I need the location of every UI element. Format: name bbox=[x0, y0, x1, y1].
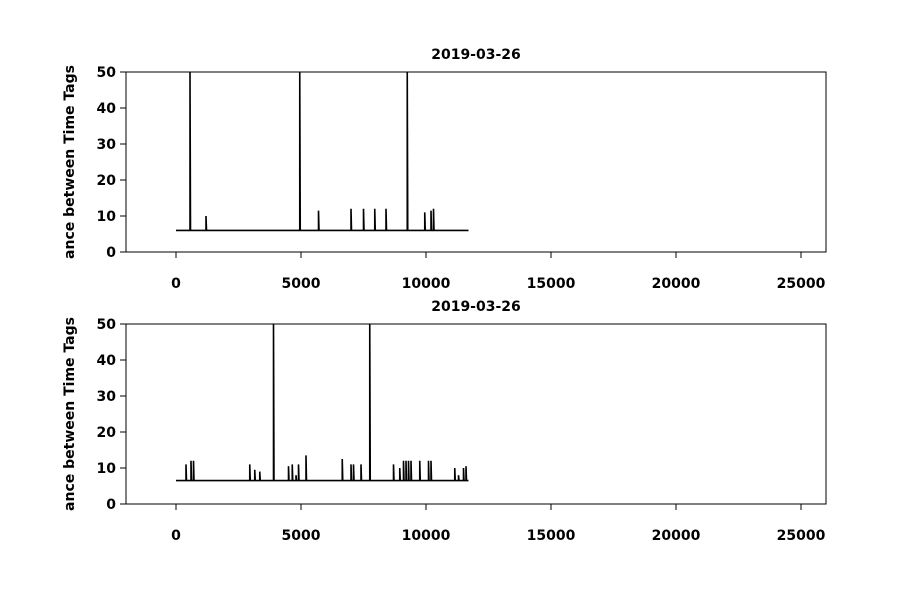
y-tick-label: 10 bbox=[97, 461, 117, 477]
y-tick-label: 10 bbox=[97, 209, 117, 225]
x-tick-label: 20000 bbox=[652, 528, 701, 544]
y-tick-label: 0 bbox=[106, 245, 116, 261]
plot-frame bbox=[125, 71, 827, 253]
x-tick-label: 0 bbox=[171, 276, 181, 292]
x-tick-label: 25000 bbox=[777, 528, 826, 544]
y-axis-label: ance between Time Tags bbox=[62, 317, 78, 511]
chart-title: 2019-03-26 bbox=[431, 47, 521, 63]
y-tick-label: 40 bbox=[97, 101, 117, 117]
y-tick-label: 30 bbox=[97, 389, 117, 405]
chart-title: 2019-03-26 bbox=[431, 299, 521, 315]
x-tick-label: 5000 bbox=[282, 528, 321, 544]
y-tick-label: 20 bbox=[97, 173, 117, 189]
data-line bbox=[176, 324, 469, 482]
x-tick-label: 15000 bbox=[527, 528, 576, 544]
y-tick-label: 20 bbox=[97, 425, 117, 441]
x-tick-label: 15000 bbox=[527, 276, 576, 292]
x-tick-label: 0 bbox=[171, 528, 181, 544]
plot-area bbox=[176, 72, 469, 232]
plot-area bbox=[176, 324, 469, 482]
x-tick-label: 25000 bbox=[777, 276, 826, 292]
y-tick-label: 50 bbox=[97, 317, 117, 333]
y-tick-label: 40 bbox=[97, 353, 117, 369]
y-tick-label: 0 bbox=[106, 497, 116, 513]
y-tick-label: 30 bbox=[97, 137, 117, 153]
plot-frame bbox=[125, 323, 827, 505]
x-tick-label: 10000 bbox=[402, 276, 451, 292]
x-tick-label: 5000 bbox=[282, 276, 321, 292]
data-line bbox=[176, 72, 469, 232]
x-tick-label: 10000 bbox=[402, 528, 451, 544]
y-axis-label: ance between Time Tags bbox=[62, 65, 78, 259]
x-tick-label: 20000 bbox=[652, 276, 701, 292]
y-tick-label: 50 bbox=[97, 65, 117, 81]
